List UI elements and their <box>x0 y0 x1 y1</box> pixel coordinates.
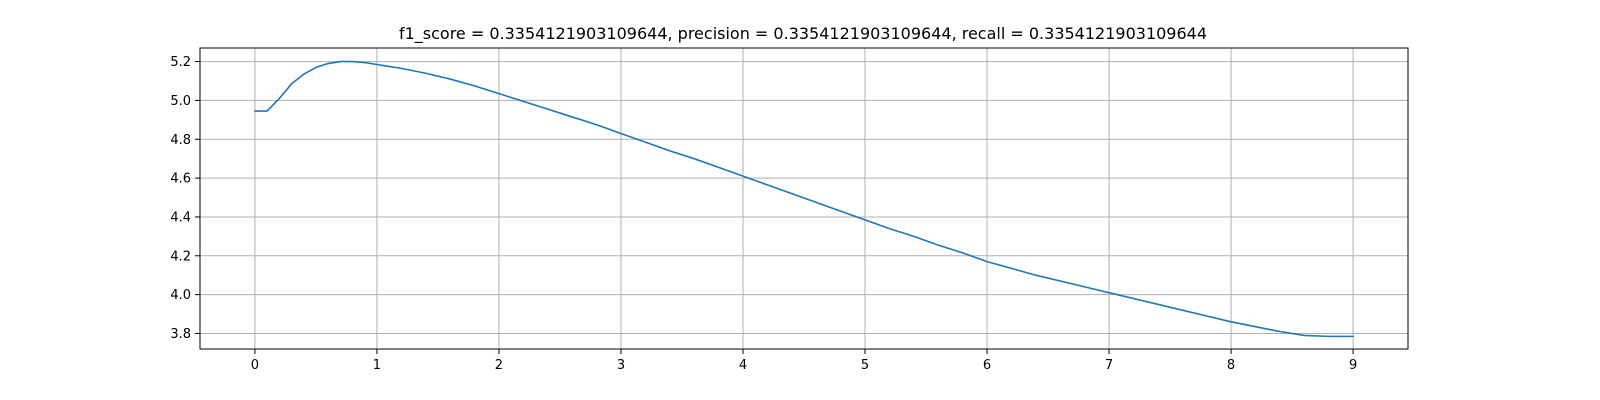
y-tick-label: 4.8 <box>170 133 191 148</box>
x-tick-label: 6 <box>983 358 991 373</box>
chart-title: f1_score = 0.3354121903109644, precision… <box>399 24 1207 44</box>
y-tick-label: 4.2 <box>170 249 191 264</box>
x-tick-label: 9 <box>1349 358 1357 373</box>
x-tick-label: 0 <box>251 358 259 373</box>
x-tick-label: 8 <box>1227 358 1235 373</box>
y-tick-label: 3.8 <box>170 327 191 342</box>
y-tick-label: 4.6 <box>170 172 191 187</box>
y-tick-label: 5.0 <box>170 94 191 109</box>
grid <box>200 48 1408 349</box>
axis-ticks: 0 1 2 3 4 5 6 7 8 9 3.8 4.0 4.2 4.4 4.6 4.8 5.0 5.2 <box>170 55 1357 373</box>
y-tick-label: 5.2 <box>170 55 191 70</box>
x-tick-label: 1 <box>373 358 381 373</box>
x-tick-label: 2 <box>495 358 503 373</box>
series-line <box>254 60 1354 338</box>
series-layer <box>254 60 1354 338</box>
x-tick-label: 5 <box>861 358 869 373</box>
y-tick-label: 4.0 <box>170 288 191 303</box>
y-tick-label: 4.4 <box>170 210 191 225</box>
x-tick-label: 7 <box>1105 358 1113 373</box>
x-tick-label: 4 <box>739 358 747 373</box>
x-tick-label: 3 <box>617 358 625 373</box>
axes-frame <box>199 47 1409 350</box>
